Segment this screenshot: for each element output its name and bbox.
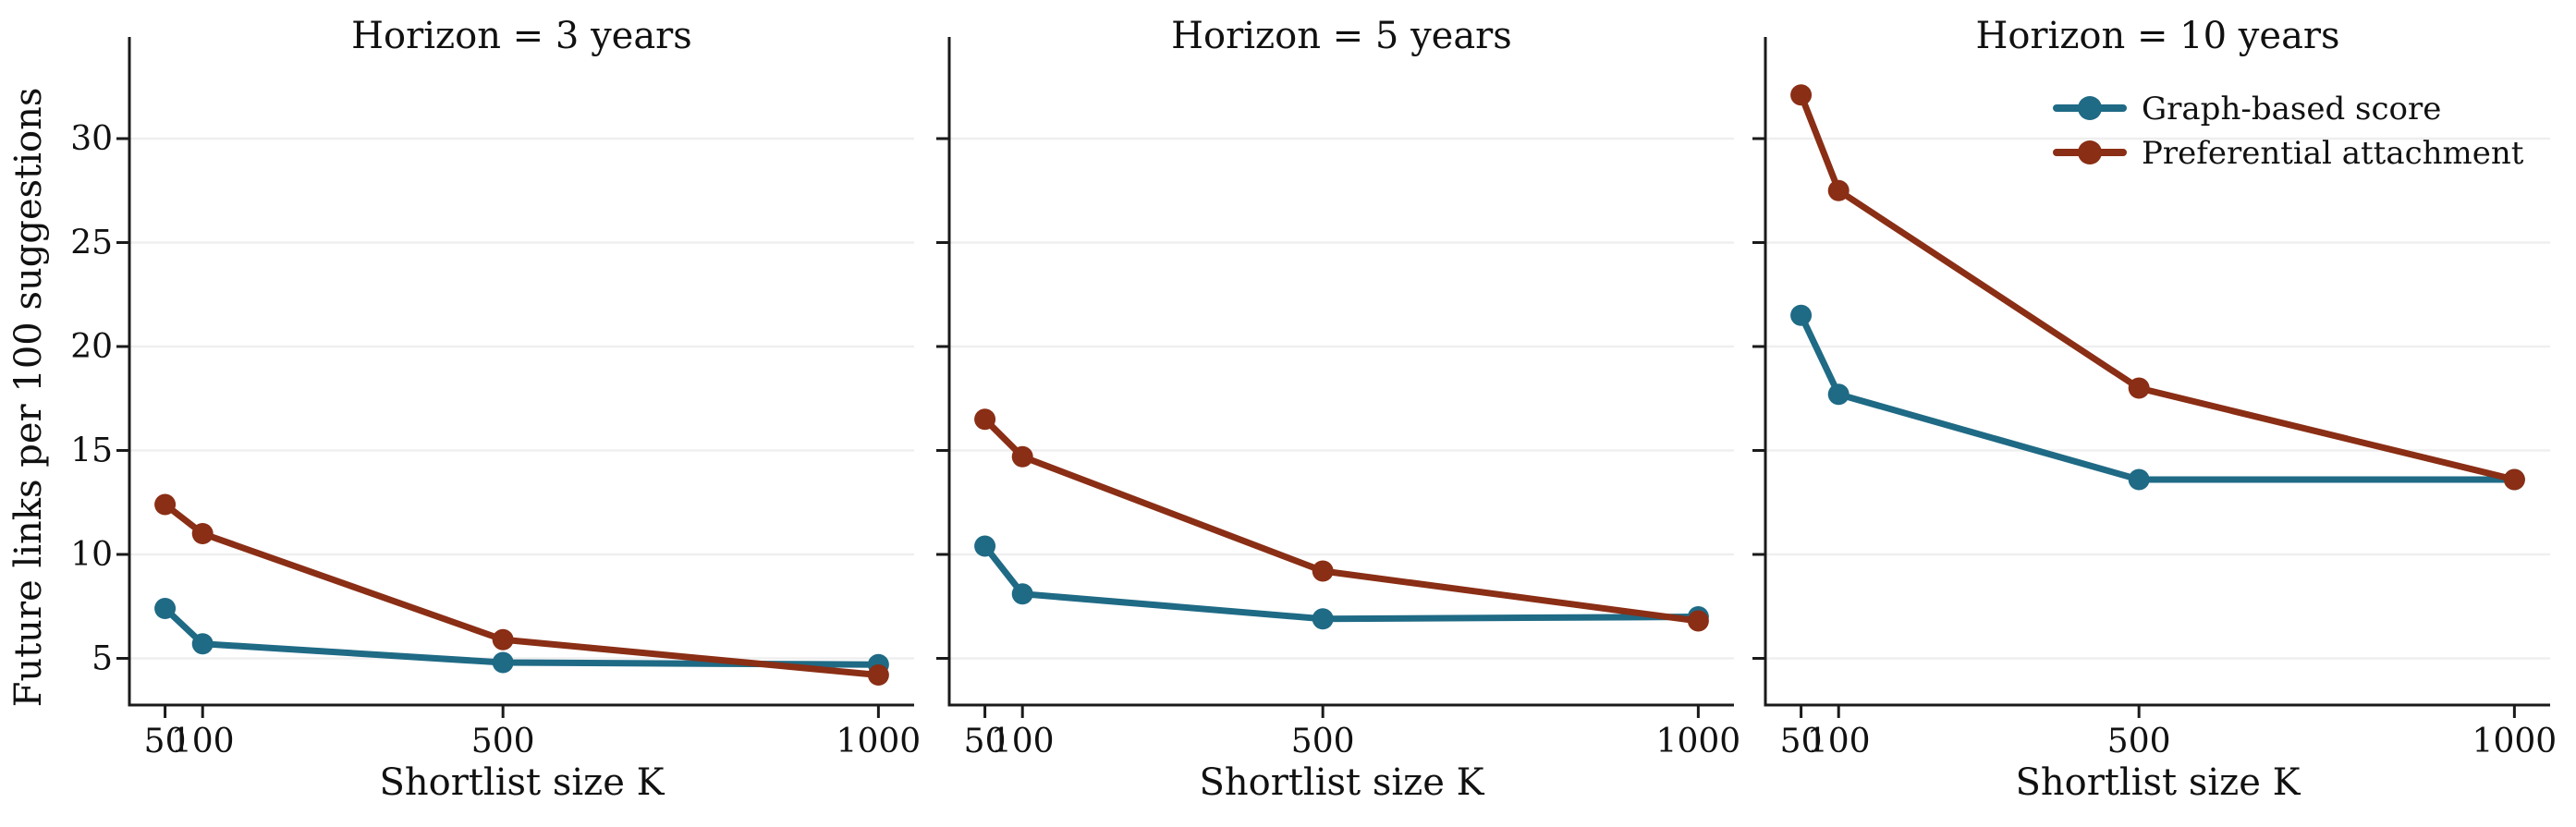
legend-label: Preferential attachment xyxy=(2142,135,2524,172)
panel-title: Horizon = 5 years xyxy=(1171,15,1512,57)
data-point xyxy=(2503,468,2525,491)
data-point xyxy=(1687,610,1709,632)
series-line-preferential-attachment xyxy=(1798,91,2518,483)
x-tick-label: 100 xyxy=(991,723,1055,760)
data-point xyxy=(867,664,889,686)
data-point xyxy=(1312,560,1334,582)
x-tick-label: 500 xyxy=(471,723,535,760)
x-tick-label: 1000 xyxy=(1656,723,1741,760)
x-tick-label: 1000 xyxy=(2472,723,2558,760)
series-line-graph-based-score xyxy=(162,605,882,668)
x-tick-label: 500 xyxy=(2107,723,2171,760)
x-tick-label: 1000 xyxy=(836,723,922,760)
x-axis-label: Shortlist size K xyxy=(2015,761,2301,804)
panel-title: Horizon = 10 years xyxy=(1975,15,2339,57)
y-tick-label: 5 xyxy=(92,640,113,678)
data-point xyxy=(154,493,177,516)
data-point xyxy=(1790,304,1813,326)
data-point xyxy=(1790,84,1813,106)
y-tick-label: 30 xyxy=(70,120,113,158)
data-point xyxy=(191,633,214,655)
legend-swatch-marker xyxy=(2078,96,2102,120)
series-line-graph-based-score xyxy=(982,542,1702,623)
data-point xyxy=(1827,179,1850,201)
panel-title: Horizon = 3 years xyxy=(351,15,692,57)
x-tick-label: 50 xyxy=(1780,723,1823,760)
legend-swatch-marker xyxy=(2078,140,2102,164)
data-point xyxy=(154,598,177,619)
legend-label: Graph-based score xyxy=(2142,91,2441,128)
x-tick-label: 500 xyxy=(1291,723,1355,760)
x-tick-label: 50 xyxy=(964,723,1007,760)
y-tick-label: 20 xyxy=(70,328,113,366)
x-tick-label: 100 xyxy=(171,723,235,760)
data-point xyxy=(2128,377,2150,399)
data-point xyxy=(1011,445,1033,468)
series-line-graph-based-score xyxy=(1798,311,2518,483)
y-tick-label: 25 xyxy=(70,225,113,262)
data-point xyxy=(974,408,996,431)
data-point xyxy=(191,523,214,544)
data-point xyxy=(492,651,514,674)
x-axis-label: Shortlist size K xyxy=(1199,761,1484,804)
x-tick-label: 100 xyxy=(1807,723,1871,760)
y-tick-label: 15 xyxy=(70,432,113,470)
x-tick-label: 50 xyxy=(144,723,187,760)
y-axis-label: Future links per 100 suggestions xyxy=(7,88,50,708)
data-point xyxy=(974,535,996,557)
data-point xyxy=(2128,468,2150,491)
data-point xyxy=(1312,608,1334,630)
series-line-preferential-attachment xyxy=(982,416,1702,625)
data-point xyxy=(1827,383,1850,406)
series-line-preferential-attachment xyxy=(162,501,882,678)
data-point xyxy=(492,628,514,651)
x-axis-label: Shortlist size K xyxy=(379,761,665,804)
data-point xyxy=(1011,583,1033,605)
y-tick-label: 10 xyxy=(70,536,113,574)
